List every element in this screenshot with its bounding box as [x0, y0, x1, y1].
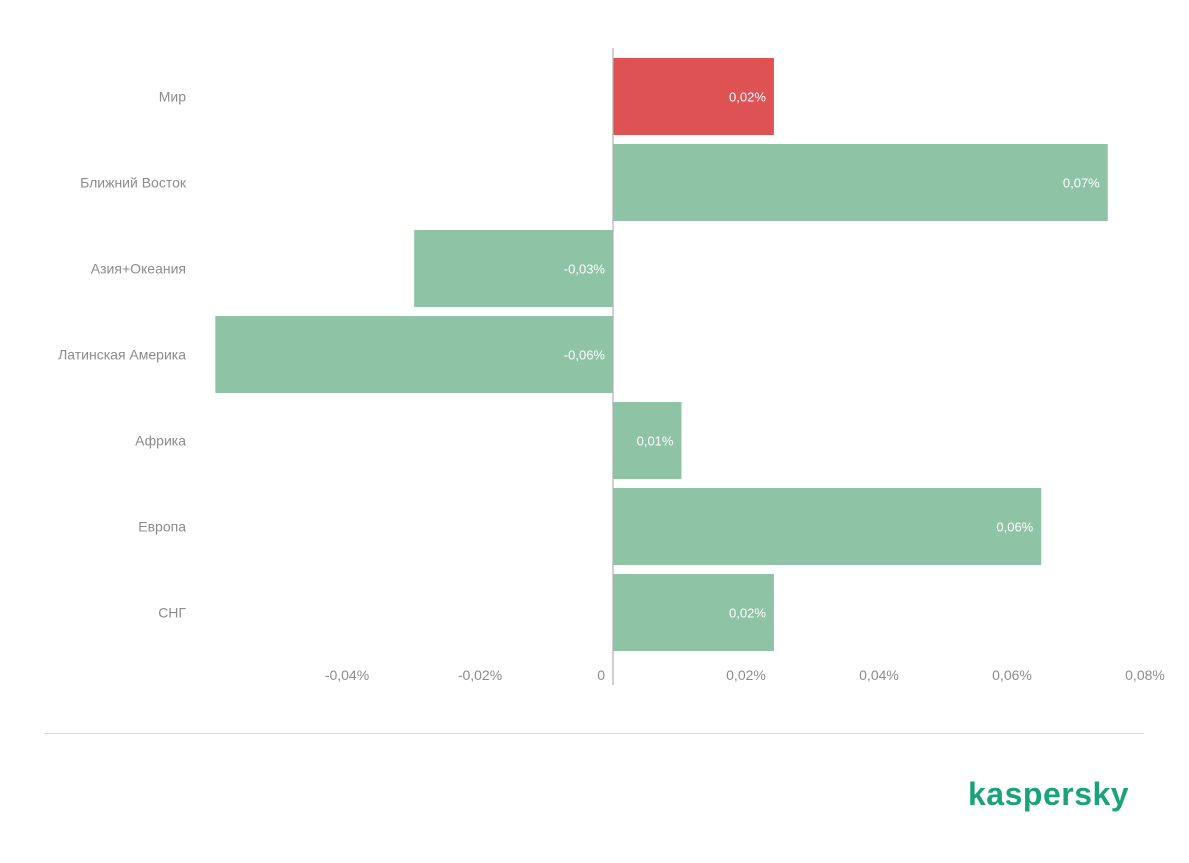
x-tick-label: 0,04% [859, 667, 899, 683]
data-label: -0,03% [564, 262, 606, 277]
bar-2 [414, 230, 613, 307]
category-label: Азия+Океания [91, 261, 186, 277]
x-tick-label: 0,02% [726, 667, 766, 683]
footer-divider [44, 733, 1144, 734]
bar-1 [613, 144, 1108, 221]
data-label: 0,02% [729, 90, 766, 105]
category-label: Ближний Восток [80, 175, 187, 191]
bar-3 [215, 316, 613, 393]
x-tick-label: 0,08% [1125, 667, 1165, 683]
bar-5 [613, 488, 1042, 565]
data-label: 0,02% [729, 606, 766, 621]
data-label: -0,06% [564, 348, 606, 363]
bar-6 [613, 574, 774, 651]
bar-0 [613, 58, 774, 135]
category-label: Африка [135, 433, 186, 449]
bar-4 [613, 402, 682, 479]
x-tick-label: -0,04% [325, 667, 369, 683]
bar-chart: Мир 0,02% Ближний Восток 0,07% Азия+Океания -… [58, 48, 1165, 685]
kaspersky-logo: kaspersky [968, 776, 1130, 812]
x-tick-label: 0 [597, 667, 605, 683]
data-label: 0,01% [637, 434, 674, 449]
category-label: СНГ [158, 605, 186, 621]
data-label: 0,06% [996, 520, 1033, 535]
category-label: Латинская Америка [58, 347, 186, 363]
category-label: Европа [138, 519, 186, 535]
x-tick-label: 0,06% [992, 667, 1032, 683]
x-tick-label: -0,02% [458, 667, 502, 683]
data-label: 0,07% [1063, 176, 1100, 191]
category-label: Мир [159, 89, 186, 105]
